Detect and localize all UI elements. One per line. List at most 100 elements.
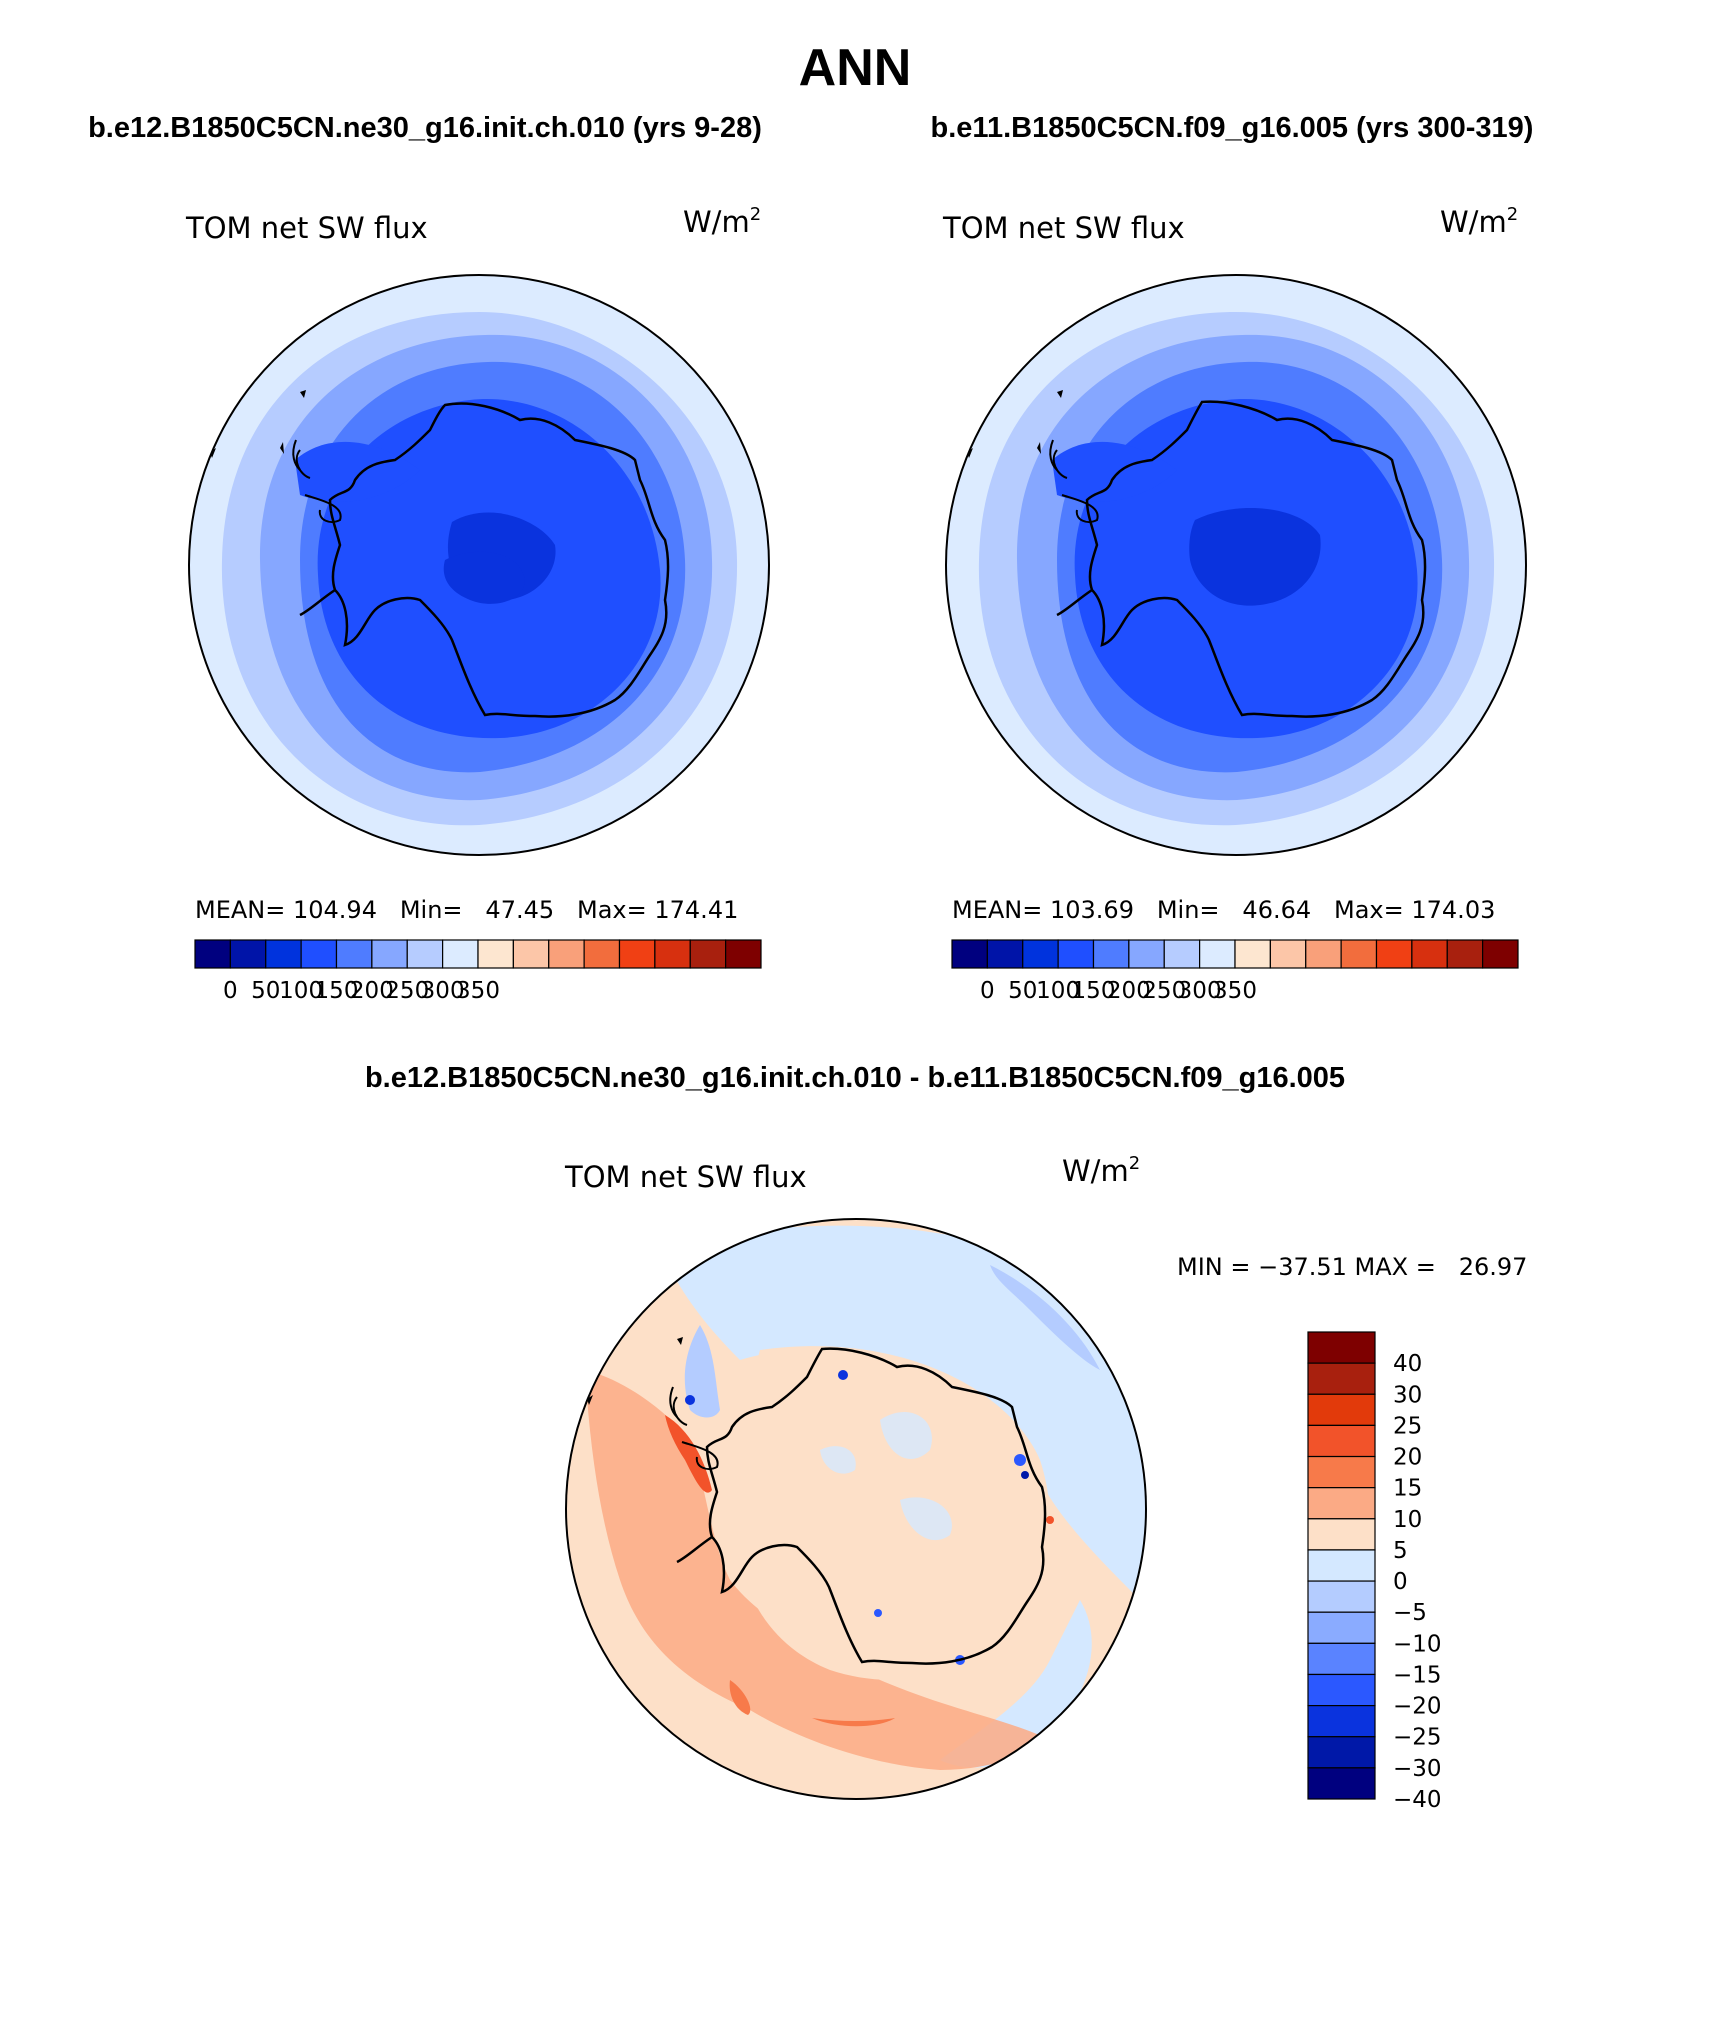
colorbar-swatch [1092,939,1130,969]
polar-map [566,1219,1146,1799]
colorbar-tick-label: 200 [350,978,394,1004]
colorbar-swatch [1307,1580,1376,1613]
colorbar-swatch [1307,1704,1376,1738]
colorbar-swatch [265,939,302,969]
colorbar-tick-label: 200 [1107,978,1151,1004]
colorbar-tick-label: −20 [1393,1694,1442,1720]
variable-label: TOM net SW flux [564,1160,807,1194]
colorbar-swatch [1307,1455,1376,1489]
colorbar-swatch [1375,939,1413,969]
panel-title-left: b.e12.B1850C5CN.ne30_g16.init.ch.010 (yr… [88,112,762,144]
colorbar-swatch [725,939,762,969]
panel-title-right: b.e11.B1850C5CN.f09_g16.005 (yrs 300-319… [931,112,1534,144]
polar-map [189,275,769,855]
colorbar-tick-label: 300 [421,978,465,1004]
colorbar-swatch [689,939,727,969]
colorbar-tick-label: 50 [1008,978,1037,1004]
colorbar-swatch [335,939,373,969]
colorbar-swatch [194,939,231,969]
colorbar-tick-label: 25 [1393,1413,1422,1439]
colorbar-tick-label: 10 [1393,1507,1422,1533]
colorbar-swatch [371,939,408,969]
colorbar-tick-label: 300 [1178,978,1222,1004]
colorbar-tick-label: 50 [251,978,280,1004]
units-label: W/m2 [1062,1153,1140,1188]
diff-title: b.e12.B1850C5CN.ne30_g16.init.ch.010 - b… [365,1062,1345,1094]
colorbar-swatch [1269,939,1307,969]
colorbar-tick-label: −30 [1393,1756,1442,1782]
colorbar-swatch [1305,939,1342,969]
colorbar-swatch [477,939,514,969]
colorbar-swatch [1307,1393,1376,1427]
colorbar-swatch [1057,939,1095,969]
colorbar-tick-label: 150 [1072,978,1116,1004]
colorbar-swatch [1163,939,1201,969]
figure-title: ANN [799,39,912,97]
colorbar-swatch [1307,1767,1376,1800]
stats-label: MEAN= 104.94 Min= 47.45 Max= 174.41 [195,896,738,924]
map-panel-right: TOM net SW flux W/m2 MEAN= 103.69 Min= 4… [942,204,1527,1004]
colorbar-swatch [654,939,691,969]
colorbar-tick-label: 40 [1393,1351,1422,1377]
colorbar-swatch [1307,1424,1376,1458]
colorbar-tick-label: 100 [279,978,323,1004]
colorbar-tick-label: 250 [385,978,429,1004]
minmax-label: MIN = −37.51 MAX = 26.97 [1177,1253,1527,1281]
colorbar-swatch [512,939,550,969]
colorbar-swatch [300,939,338,969]
colorbar-swatch [1022,939,1059,969]
colorbar-tick-label: −40 [1393,1787,1442,1813]
colorbar-swatch [1307,1611,1376,1644]
colorbar-tick-label: 30 [1393,1382,1422,1408]
colorbar-swatch [951,939,988,969]
colorbar-tick-label: 0 [223,978,238,1004]
colorbar-tick-label: 20 [1393,1445,1422,1471]
variable-label: TOM net SW flux [942,211,1185,245]
colorbar-tick-label: 350 [456,978,500,1004]
units-label: W/m2 [1440,204,1518,239]
map-panel-diff: TOM net SW flux W/m2 [564,1153,1527,1813]
colorbar-swatch [1446,939,1484,969]
colorbar-tick-label: 350 [1213,978,1257,1004]
colorbar-swatch [1307,1362,1376,1395]
colorbar-swatch [1307,1549,1376,1582]
stats-label: MEAN= 103.69 Min= 46.64 Max= 174.03 [952,896,1495,924]
colorbar-swatch [229,939,267,969]
colorbar-swatch [548,939,585,969]
colorbar-tick-label: −15 [1393,1662,1442,1688]
colorbar-swatch [986,939,1024,969]
colorbar-swatch [1307,1736,1376,1769]
colorbar-tick-label: 5 [1393,1538,1408,1564]
colorbar-swatch [406,939,444,969]
polar-map [946,275,1526,855]
colorbar-swatch [1340,939,1378,969]
colorbar-swatch [1234,939,1271,969]
colorbar-tick-label: 150 [315,978,359,1004]
colorbar-tick-label: 0 [1393,1569,1408,1595]
colorbar-tick-label: 250 [1142,978,1186,1004]
colorbar-swatch [1307,1673,1376,1707]
colorbar-swatch [618,939,656,969]
colorbar-tick-label: −5 [1393,1600,1427,1626]
colorbar-swatch [1307,1518,1376,1551]
units-label: W/m2 [683,204,761,239]
colorbar-tick-label: −25 [1393,1725,1442,1751]
colorbar-swatch [1482,939,1519,969]
colorbar-swatch [442,939,479,969]
colorbar-swatch [583,939,621,969]
colorbar-swatch [1128,939,1165,969]
colorbar-tick-label: 100 [1036,978,1080,1004]
colorbar-swatch [1307,1642,1376,1676]
colorbar-swatch [1307,1331,1376,1364]
variable-label: TOM net SW flux [185,211,428,245]
colorbar-tick-label: −10 [1393,1631,1442,1657]
colorbar-swatch [1411,939,1448,969]
map-panel-left: TOM net SW flux W/m2 MEAN= 104.94 Min= 4… [185,204,770,1004]
colorbar-swatch [1199,939,1236,969]
colorbar-swatch [1307,1487,1376,1520]
colorbar: 40 30 25 20 15 10 5 0 −5 −10 −15 −20 −25 −30 −40 [1307,1331,1442,1813]
colorbar-tick-label: 0 [980,978,995,1004]
